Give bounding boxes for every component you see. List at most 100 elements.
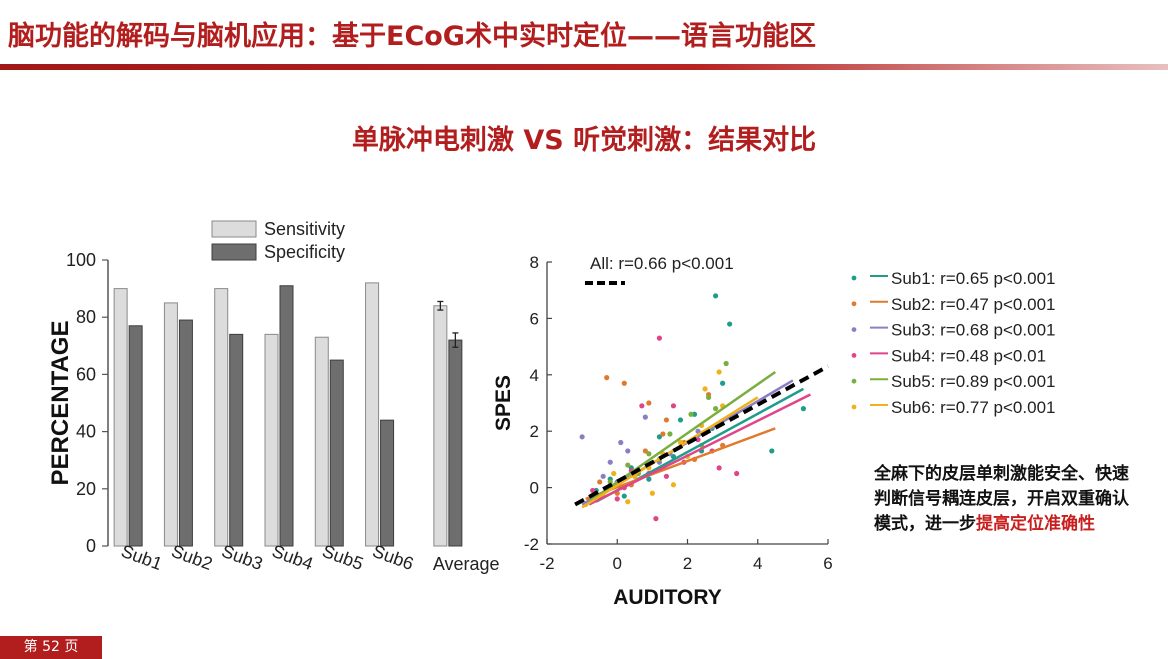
- scatter-point-sub1: [727, 321, 733, 327]
- scatter-point-sub4: [639, 403, 645, 409]
- bar-y-tick-label: 20: [76, 479, 96, 499]
- bar-sensitivity-sub1: [113, 288, 128, 547]
- scatter-point-sub6: [702, 386, 708, 392]
- scatter-point-sub4: [653, 516, 659, 522]
- bar-sensitivity-sub3: [214, 288, 229, 547]
- scatter-y-tick-label: 2: [530, 422, 539, 441]
- legend-label-sensitivity: Sensitivity: [264, 219, 345, 239]
- scatter-x-tick-label: 0: [613, 554, 622, 573]
- legend-label-sub6: Sub6: r=0.77 p<0.001: [891, 398, 1055, 417]
- scatter-point-sub1: [656, 434, 663, 440]
- scatter-point-sub2: [646, 400, 652, 406]
- bar-sensitivity-sub5: [314, 336, 329, 547]
- legend-label-sub1: Sub1: r=0.65 p<0.001: [891, 269, 1055, 288]
- scatter-title: All: r=0.66 p<0.001: [590, 254, 734, 273]
- scatter-y-tick-label: 4: [530, 366, 539, 385]
- legend-label-sub5: Sub5: r=0.89 p<0.001: [891, 372, 1055, 391]
- scatter-y-tick-label: 0: [530, 479, 539, 498]
- bar-specificity-sub6: [380, 419, 395, 547]
- bar-specificity-sub3: [229, 333, 244, 547]
- scatter-point-sub4: [614, 496, 620, 502]
- scatter-point-sub6: [649, 490, 655, 496]
- bar-sensitivity-sub6: [365, 282, 380, 547]
- legend-swatch-specificity: [211, 243, 257, 261]
- bar-y-tick-label: 100: [66, 250, 96, 270]
- bar-specificity-sub5: [329, 359, 344, 547]
- bar-y-axis-label: PERCENTAGE: [47, 321, 74, 486]
- scatter-y-tick-label: 6: [530, 309, 539, 328]
- bar-y-tick-label: 40: [76, 422, 96, 442]
- scatter-x-axis-label: AUDITORY: [613, 586, 722, 609]
- scatter-point-sub1: [646, 476, 652, 482]
- legend-label-sub2: Sub2: r=0.47 p<0.001: [891, 295, 1055, 314]
- scatter-point-sub6: [611, 470, 617, 477]
- legend-dot-sub4: [851, 353, 857, 358]
- scatter-y-tick-label: -2: [524, 535, 539, 554]
- footer: [0, 634, 1168, 659]
- legend-dot-sub6: [851, 404, 857, 410]
- bar-y-tick-label: 60: [76, 364, 96, 384]
- legend-label-sub4: Sub4: r=0.48 p<0.01: [891, 346, 1046, 365]
- legend-swatch-sensitivity: [211, 220, 257, 238]
- scatter-point-sub1: [800, 406, 807, 412]
- bar-x-tick-label: Average: [433, 554, 500, 574]
- legend-label-specificity: Specificity: [264, 242, 345, 262]
- scatter-point-sub2: [597, 479, 603, 485]
- legend-dot-sub5: [851, 378, 857, 384]
- scatter-point-sub4: [670, 403, 677, 409]
- scatter-point-sub3: [607, 459, 613, 465]
- legend-dot-sub2: [851, 301, 857, 307]
- page-number-badge: 第 52 页: [0, 636, 102, 659]
- scatter-point-sub5: [705, 394, 712, 400]
- scatter-x-tick-label: 4: [753, 554, 762, 573]
- legend-dot-sub3: [851, 327, 857, 332]
- bar-specificity-sub1: [128, 325, 143, 547]
- slide-subtitle: 单脉冲电刺激 VS 听觉刺激：结果对比: [351, 125, 817, 156]
- conclusion-text: 全麻下的皮层单刺激能安全、快速判断信号耦连皮层，开启双重确认模式，进一步: [874, 464, 1129, 534]
- scatter-point-sub1: [713, 293, 719, 299]
- scatter-point-sub5: [607, 479, 613, 485]
- scatter-point-sub4: [590, 487, 596, 494]
- scatter-x-tick-label: 6: [823, 554, 832, 573]
- bar-y-tick-label: 80: [76, 307, 96, 327]
- scatter-point-sub3: [600, 473, 606, 479]
- scatter-point-sub5: [646, 451, 652, 457]
- fit-line-sub5: [588, 370, 777, 503]
- scatter-point-sub4: [716, 465, 722, 471]
- legend-dot-sub1: [851, 275, 857, 281]
- scatter-point-sub4: [663, 473, 670, 479]
- scatter-point-sub1: [769, 448, 775, 454]
- scatter-point-sub2: [660, 431, 666, 437]
- bar-specificity-sub4: [279, 285, 294, 547]
- fit-line-sub4: [588, 393, 811, 506]
- scatter-point-sub6: [625, 499, 631, 505]
- fit-line-sub2: [585, 427, 776, 501]
- scatter-point-sub5: [688, 411, 694, 417]
- scatter-point-sub6: [670, 482, 677, 488]
- scatter-point-sub2: [663, 417, 670, 423]
- scatter-point-sub1: [677, 417, 684, 423]
- scatter-point-sub1: [720, 380, 726, 386]
- bar-specificity-sub2: [178, 319, 193, 547]
- fit-line-sub6: [581, 396, 759, 509]
- scatter-point-sub3: [579, 434, 585, 440]
- scatter-point-sub5: [713, 406, 719, 412]
- scatter-point-sub5: [723, 360, 729, 367]
- scatter-point-sub5: [667, 431, 673, 437]
- scatter-point-sub3: [625, 448, 631, 454]
- bar-sensitivity-sub4: [264, 333, 279, 547]
- scatter-point-sub1: [621, 493, 627, 499]
- scatter-point-sub5: [625, 462, 631, 468]
- bar-sensitivity-sub2: [163, 302, 178, 547]
- scatter-y-axis-label: SPES: [492, 375, 515, 431]
- scatter-x-tick-label: 2: [683, 554, 692, 573]
- scatter-point-sub4: [656, 335, 663, 341]
- scatter-x-tick-label: -2: [539, 554, 554, 573]
- scatter-point-sub2: [604, 375, 610, 381]
- conclusion-highlight: 提高定位准确性: [976, 514, 1095, 534]
- scatter-point-sub2: [642, 448, 648, 454]
- title-divider: [0, 64, 1168, 70]
- scatter-point-sub3: [618, 439, 624, 446]
- scatter-point-sub4: [734, 470, 740, 477]
